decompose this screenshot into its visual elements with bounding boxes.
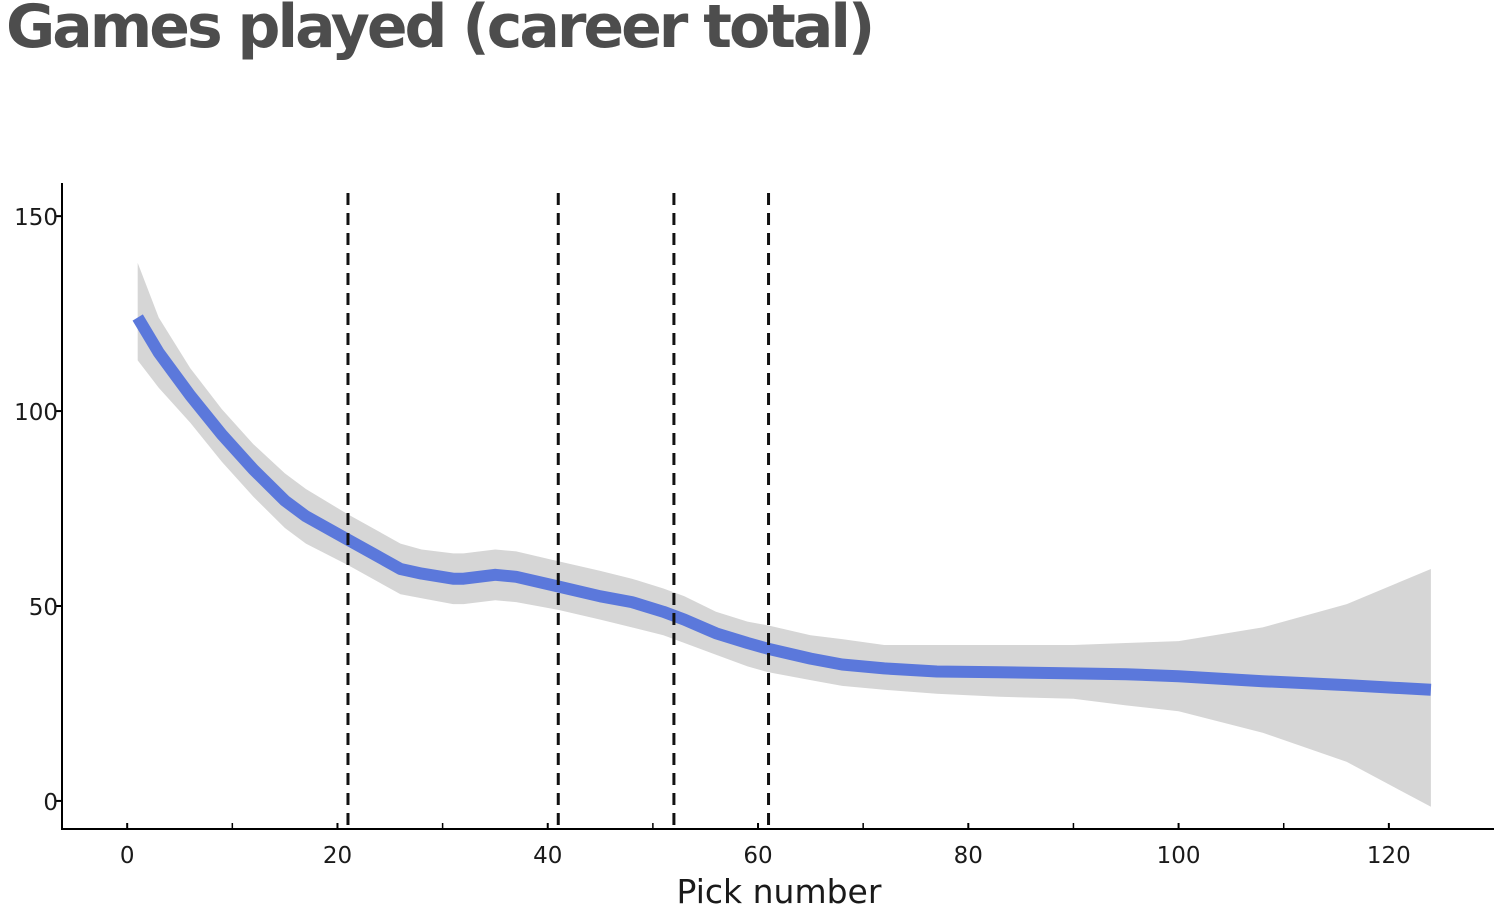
- x-tick-label: 20: [323, 843, 352, 869]
- trend-line-layer: [132, 314, 1432, 696]
- y-tick-label: 0: [43, 790, 58, 816]
- trend-line: [132, 314, 1432, 696]
- x-tick-label: 100: [1157, 843, 1201, 869]
- y-tick-label: 150: [14, 205, 58, 231]
- chart-title: Games played (career total): [6, 0, 875, 62]
- x-tick-label: 120: [1367, 843, 1411, 869]
- x-axis-label: Pick number: [677, 872, 882, 911]
- x-tick-label: 40: [533, 843, 562, 869]
- x-tick-label: 0: [120, 843, 135, 869]
- axes-layer: 0 50 100 150 0 20 40 60 80 100 120: [14, 183, 1494, 869]
- x-tick-label: 80: [954, 843, 983, 869]
- reference-lines-layer: [346, 193, 771, 829]
- y-tick-label: 100: [14, 400, 58, 426]
- x-tick-label: 60: [743, 843, 772, 869]
- y-tick-label: 50: [29, 595, 58, 621]
